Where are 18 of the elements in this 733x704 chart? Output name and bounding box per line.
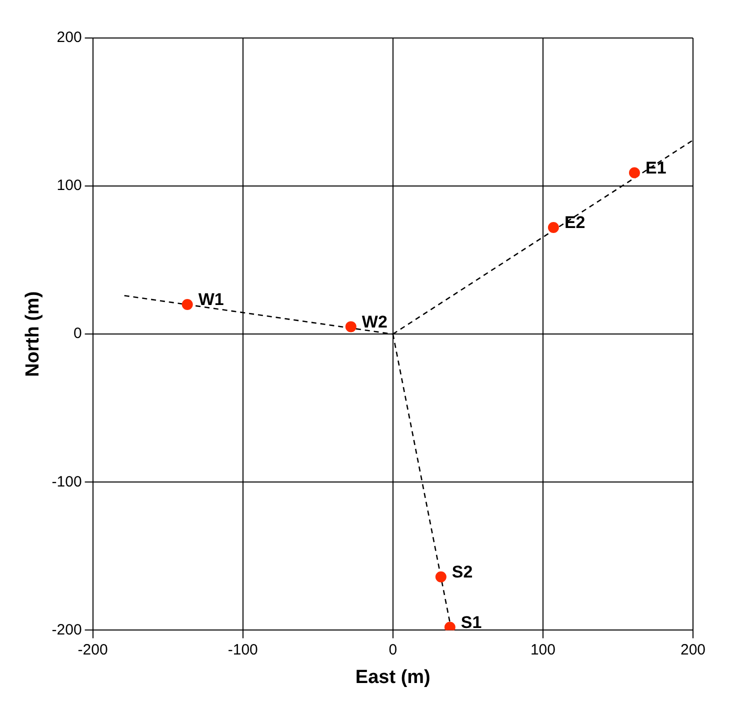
- x-tick-label: 0: [388, 641, 398, 658]
- x-tick-label: -100: [228, 641, 258, 658]
- annotation: S2: [452, 562, 473, 582]
- x-tick-label: -200: [78, 641, 108, 658]
- x-axis-title: East (m): [355, 666, 430, 688]
- annotation: E2: [564, 213, 586, 232]
- y-tick-label: 0: [73, 325, 82, 342]
- annotation: E1: [645, 158, 666, 178]
- y-tick-label: 100: [56, 177, 82, 194]
- x-tick-label: 100: [530, 641, 556, 658]
- y-tick-label: -200: [52, 621, 82, 638]
- y-tick-label: 200: [56, 29, 82, 46]
- annotation: W1: [198, 290, 224, 310]
- annotation: S1: [460, 612, 482, 632]
- y-axis-title: North (m): [22, 291, 44, 377]
- y-tick-label: -100: [52, 473, 82, 490]
- annotation: W2: [362, 312, 388, 332]
- x-tick-label: 200: [680, 641, 706, 658]
